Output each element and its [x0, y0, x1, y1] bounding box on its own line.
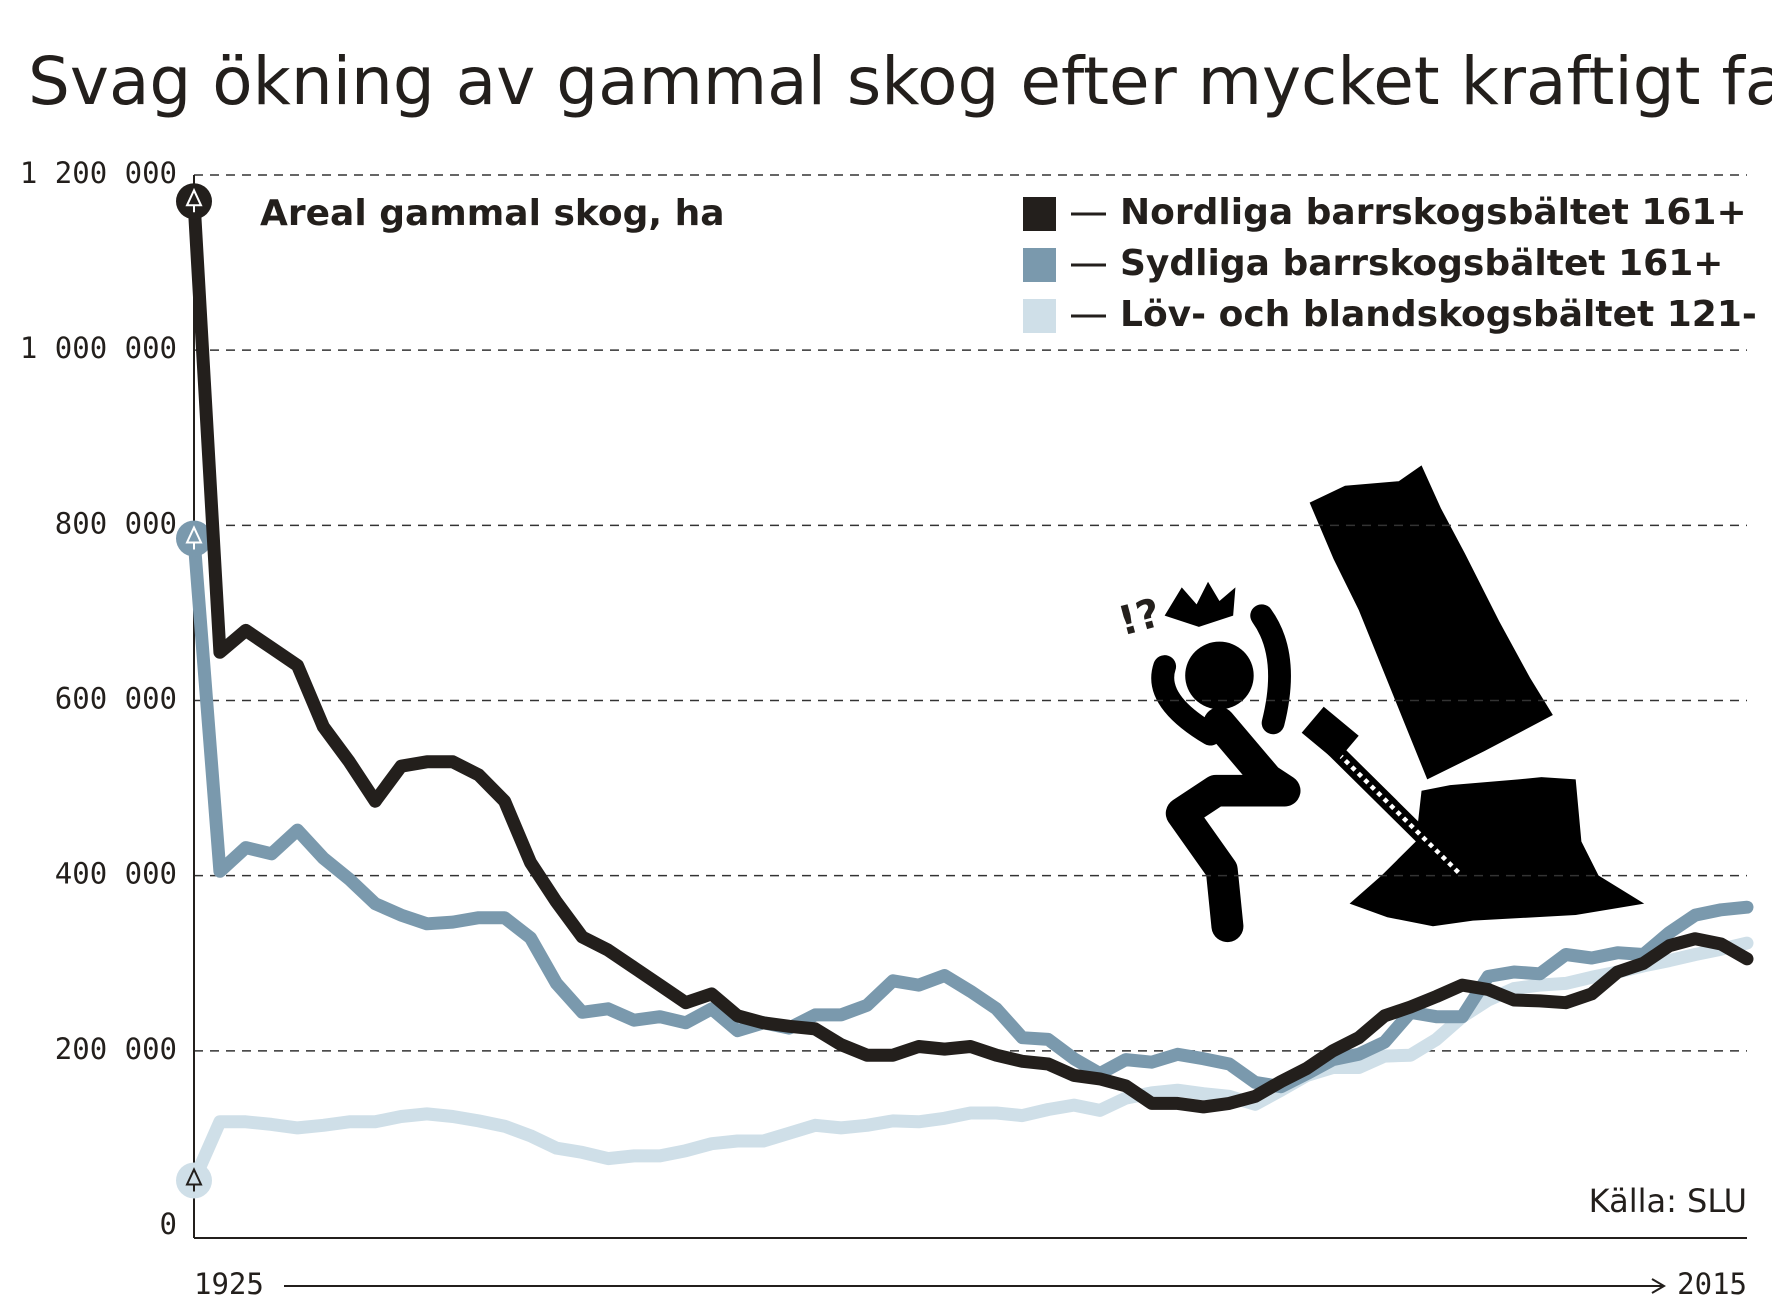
y-tick-label: 1 200 000	[20, 156, 177, 190]
head	[1185, 641, 1254, 710]
y-tick-label: 0	[160, 1207, 177, 1241]
legend-swatch	[1023, 299, 1056, 333]
stump	[1349, 777, 1645, 927]
subtitle: Areal gammal skog, ha	[260, 193, 724, 234]
y-tick-label: 200 000	[55, 1032, 177, 1066]
legend-label: Löv- och blandskogsbältet 121-	[1120, 294, 1757, 335]
illustration	[1151, 465, 1645, 943]
legend-label: Nordliga barrskogsbältet 161+	[1120, 192, 1747, 233]
y-tick-label: 1 000 000	[20, 331, 177, 365]
annotation: !?	[1114, 590, 1166, 645]
y-tick-label: 600 000	[55, 682, 177, 716]
x-arrow-head	[1651, 1278, 1666, 1294]
start-marker	[176, 520, 212, 557]
series-line	[187, 532, 1754, 1094]
tree-icon	[185, 525, 203, 550]
tree-icon	[185, 187, 203, 213]
legend-swatch	[1023, 197, 1056, 231]
bang	[1164, 581, 1236, 627]
source: Källa: SLU	[1589, 1182, 1747, 1220]
chainsaw-teeth	[1311, 726, 1464, 878]
legend-swatch	[1023, 248, 1056, 282]
series-line	[187, 936, 1754, 1187]
tree-icon	[185, 1167, 203, 1192]
legend-label: Sydliga barrskogsbältet 161+	[1120, 243, 1723, 284]
series-line	[187, 194, 1754, 1114]
y-tick-label: 400 000	[55, 857, 177, 891]
start-marker	[176, 183, 212, 220]
body	[1165, 707, 1301, 943]
chart-title: Svag ökning av gammal skog efter mycket …	[28, 43, 1772, 120]
chainsaw-body	[1301, 706, 1359, 762]
x-tick-label: 2015	[1677, 1267, 1747, 1299]
y-tick-label: 800 000	[55, 506, 177, 540]
start-marker	[176, 1162, 212, 1199]
x-tick-label: 1925	[194, 1267, 264, 1299]
